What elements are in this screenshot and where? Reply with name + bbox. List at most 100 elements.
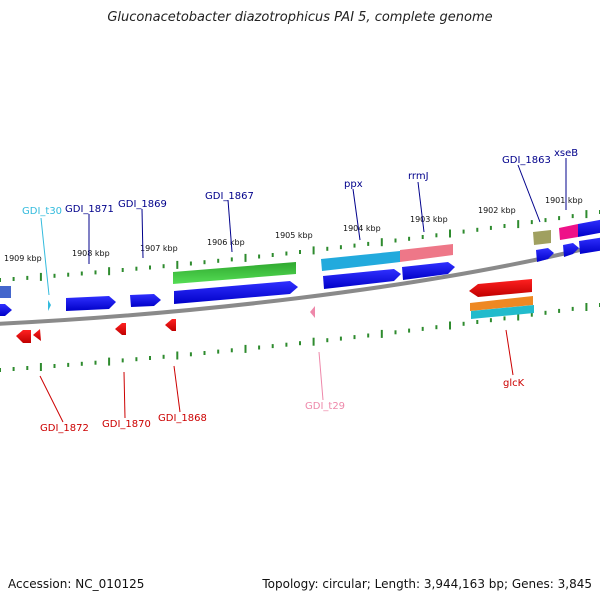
gene-label-ppx: ppx [344,179,363,190]
major-tick [312,337,315,346]
gene-arrow [578,219,600,237]
minor-tick [189,261,192,266]
minor-tick [53,364,56,368]
minor-tick [476,227,479,232]
gene-label-glck: glcK [503,378,525,389]
gene-label-xseb: xseB [554,148,578,159]
major-tick [108,357,111,366]
major-tick [517,220,520,229]
minor-tick [353,243,356,248]
gene-label-rrmj: rrmJ [408,171,429,182]
gene-arrow [402,262,455,280]
major-tick [244,253,247,262]
minor-tick [421,326,424,331]
minor-tick [326,338,329,343]
gene-label-gdi-1867: GDI_1867 [205,191,254,202]
gene-arrow [165,319,176,331]
minor-tick [135,357,138,362]
minor-tick [339,245,342,250]
gene-arrow [563,243,579,257]
minor-tick [285,251,288,256]
minor-tick [12,277,15,281]
gene-arrow [16,330,31,343]
minor-tick [258,254,261,259]
minor-tick [12,367,15,371]
minor-tick [544,310,547,315]
genome-backbone [0,243,600,326]
minor-tick [94,270,97,275]
outer-tick-track [0,210,600,282]
kbp-label-1901: 1901 kbp [545,196,583,205]
gene-arrow [0,304,12,316]
gene-arrow [323,269,401,289]
major-tick [585,210,588,219]
gene-arrow [321,251,400,271]
minor-tick [544,218,547,223]
minor-tick [285,342,288,347]
kbp-label-1909: 1909 kbp [4,254,42,263]
minor-tick [353,335,356,340]
inner-tick-track [0,303,600,372]
gene-label-gdi-1871: GDI_1871 [65,204,114,215]
minor-tick [67,362,70,367]
minor-tick [503,224,506,228]
minor-tick [367,333,370,338]
gene-arrow [469,279,532,297]
minor-tick [571,214,574,219]
minor-tick [0,368,1,372]
minor-tick [203,351,206,355]
minor-tick [0,278,1,282]
minor-tick [408,236,411,241]
major-tick [244,344,247,353]
minor-tick [121,358,124,363]
minor-tick [26,275,29,280]
minor-tick [299,250,301,254]
minor-tick [162,354,165,359]
minor-tick [394,330,397,335]
gene-arrow [400,244,453,262]
gene-arrow [66,296,116,311]
gene-arrow [559,224,578,240]
gene-arrow [33,329,41,341]
minor-tick [149,265,151,270]
minor-tick [217,349,220,354]
gene-arrow [130,294,161,307]
minor-tick [80,361,83,366]
major-tick [380,238,383,247]
minor-tick [558,216,561,221]
major-tick [449,321,451,330]
reverse-genes [16,279,534,343]
minor-tick [80,271,83,276]
minor-tick [394,238,397,243]
minor-tick [462,321,465,326]
gene-arrow [115,323,126,335]
minor-tick [408,328,411,333]
kbp-label-1907: 1907 kbp [140,244,178,253]
gene-label-gdi-1863: GDI_1863 [502,155,551,166]
major-tick [517,312,520,321]
minor-tick [571,306,574,311]
gene-label-gdi-t29: GDI_t29 [305,401,345,412]
minor-tick [476,320,479,324]
minor-tick [189,352,192,357]
genome-summary-text: Topology: circular; Length: 3,944,163 bp… [262,577,592,591]
gene-arrow [533,230,551,245]
major-tick [449,229,451,238]
minor-tick [203,260,206,265]
gene-arrow [579,237,600,254]
minor-tick [326,246,329,251]
minor-tick [435,233,438,238]
minor-tick [149,356,151,360]
gene-arrow [310,306,315,318]
gene-label-gdi-t30: GDI_t30 [22,206,62,217]
kbp-label-1908: 1908 kbp [72,249,110,258]
gene-label-gdi-1872: GDI_1872 [40,423,89,434]
gene-label-gdi-1869: GDI_1869 [118,199,167,210]
minor-tick [121,268,124,272]
minor-tick [462,229,465,234]
minor-tick [271,344,274,349]
major-tick [39,272,42,281]
kbp-label-1903: 1903 kbp [410,215,448,224]
major-tick [108,267,111,276]
